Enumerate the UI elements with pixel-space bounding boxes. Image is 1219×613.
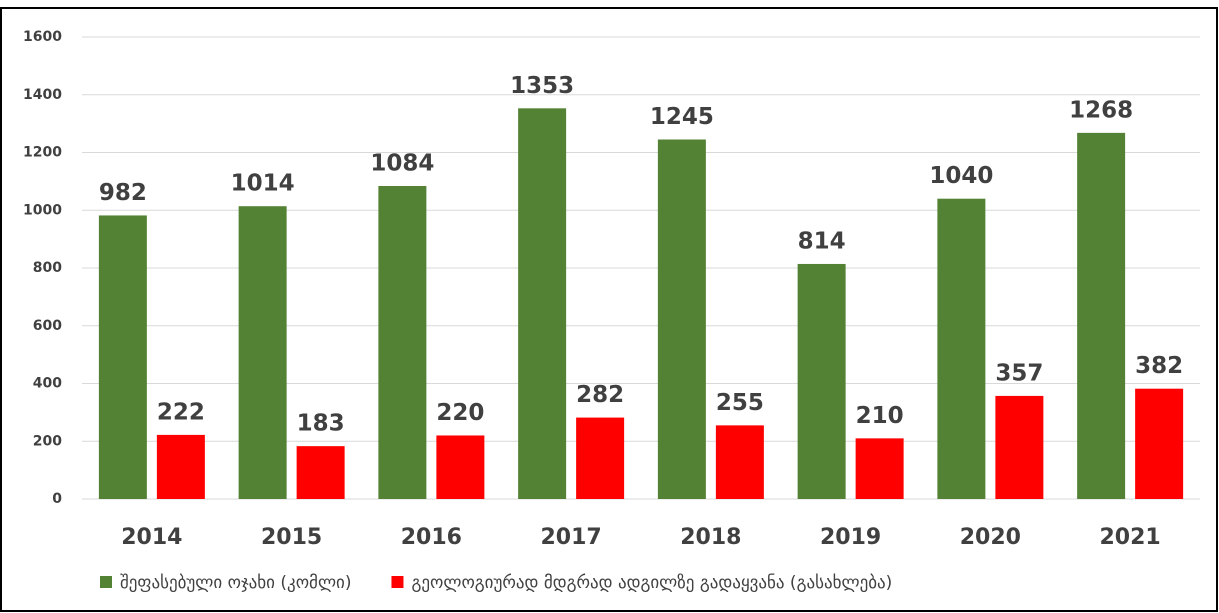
bar [715,425,764,499]
y-tick-label: 1600 [23,29,62,45]
value-label: 1245 [650,104,714,130]
bar [797,263,846,499]
value-label: 1014 [231,171,295,197]
bar [518,108,567,499]
chart-frame [0,7,1218,612]
legend-swatch [391,576,404,588]
value-label: 255 [716,390,764,416]
legend-swatch [100,576,112,588]
bar [436,435,485,499]
bar [1135,388,1184,499]
x-tick-label: 2020 [960,525,1021,550]
bar [238,206,287,499]
value-label: 1040 [929,163,993,189]
y-tick-label: 1000 [23,202,62,218]
value-label: 382 [1135,353,1183,379]
y-tick-label: 800 [33,260,62,276]
y-tick-label: 0 [52,491,62,507]
y-tick-label: 200 [33,433,62,449]
bar [937,198,986,499]
value-label: 183 [297,411,345,437]
bar [1077,132,1126,500]
bar [855,438,904,499]
y-tick-label: 1200 [23,145,62,161]
value-label: 1268 [1069,97,1133,123]
value-label: 357 [995,360,1043,386]
y-tick-label: 600 [33,318,62,334]
x-tick-label: 2014 [121,525,182,550]
bar [296,446,345,499]
value-label: 220 [436,400,484,426]
x-tick-label: 2015 [261,525,322,550]
y-tick-label: 1400 [23,87,62,103]
value-label: 1353 [510,73,574,99]
y-tick-label: 400 [33,376,62,392]
x-tick-label: 2017 [541,525,602,550]
bar [995,395,1044,499]
bar [378,185,427,499]
value-label: 210 [856,403,904,429]
value-label: 982 [99,180,147,206]
bar [576,417,625,499]
value-label: 1084 [370,150,434,176]
value-label: 222 [157,399,205,425]
value-label: 282 [576,382,624,408]
bar [657,139,706,499]
x-tick-label: 2016 [401,525,462,550]
legend-label: შეფასებული ოჯახი (კომლი) [120,573,351,593]
bar [156,434,205,499]
x-tick-label: 2018 [680,525,741,550]
value-label: 814 [798,228,846,254]
x-tick-label: 2021 [1100,525,1161,550]
bar [98,215,147,499]
x-tick-label: 2019 [820,525,881,550]
legend-label: გეოლოგიურად მდგრად ადგილზე გადაყვანა (გა… [411,573,892,593]
